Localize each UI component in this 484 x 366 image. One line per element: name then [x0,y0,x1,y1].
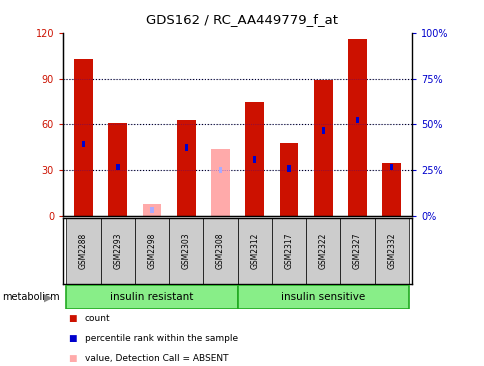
Text: percentile rank within the sample: percentile rank within the sample [85,334,238,343]
Bar [66,285,237,309]
Bar [272,218,305,284]
Bar [305,218,340,284]
Bar [389,164,393,170]
Text: GSM2312: GSM2312 [250,232,259,269]
Bar [203,218,237,284]
Text: GSM2288: GSM2288 [79,232,88,269]
Bar [135,218,169,284]
Bar [169,218,203,284]
Bar [237,285,408,309]
Text: GSM2332: GSM2332 [386,232,395,269]
Bar [211,149,229,216]
Bar [340,218,374,284]
Bar [355,117,359,123]
Text: GSM2317: GSM2317 [284,232,293,269]
Text: GSM2327: GSM2327 [352,232,361,269]
Text: insulin sensitive: insulin sensitive [281,292,364,302]
Bar [142,204,161,216]
Bar [374,218,408,284]
Text: GSM2298: GSM2298 [147,232,156,269]
Bar [287,165,290,172]
Text: GSM2303: GSM2303 [182,232,190,269]
Bar [177,120,196,216]
Bar [313,80,332,216]
Bar [381,163,400,216]
Text: ▶: ▶ [44,292,53,302]
Text: GSM2308: GSM2308 [215,232,225,269]
Text: value, Detection Call = ABSENT: value, Detection Call = ABSENT [85,354,228,363]
Text: GDS162 / RC_AA449779_f_at: GDS162 / RC_AA449779_f_at [146,13,338,26]
Bar [321,127,324,134]
Bar [74,59,93,216]
Bar [101,218,135,284]
Bar [253,156,256,163]
Bar [279,143,298,216]
Bar [66,218,101,284]
Text: ■: ■ [68,334,76,343]
Bar [218,167,222,173]
Bar [116,164,119,170]
Bar [108,123,127,216]
Text: count: count [85,314,110,323]
Bar [184,144,188,150]
Text: ■: ■ [68,354,76,363]
Text: insulin resistant: insulin resistant [110,292,193,302]
Text: GSM2322: GSM2322 [318,232,327,269]
Bar [245,102,264,216]
Text: ■: ■ [68,314,76,323]
Text: metabolism: metabolism [2,292,60,302]
Bar [348,39,366,216]
Bar [82,141,85,147]
Bar [237,218,272,284]
Bar [150,207,153,213]
Text: GSM2293: GSM2293 [113,232,122,269]
